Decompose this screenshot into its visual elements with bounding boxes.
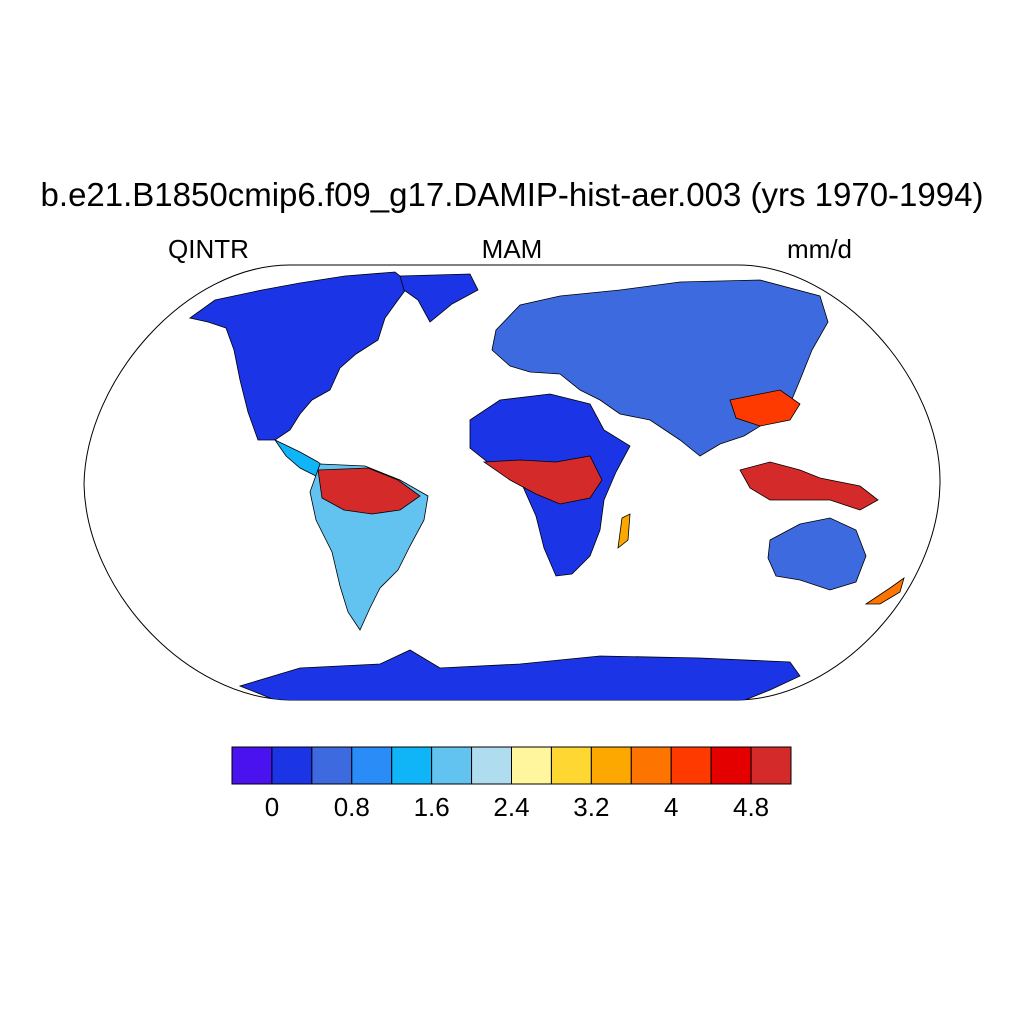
colorbar-bin: [750, 746, 792, 785]
colorbar-bin: [391, 746, 433, 785]
colorbar-bin: [471, 746, 513, 785]
colorbar-bin: [431, 746, 473, 785]
colorbar-tick-label: 0: [264, 792, 280, 822]
colorbar-bin: [630, 746, 672, 785]
colorbar-tick-label: 0.8: [333, 792, 370, 822]
colorbar-bin: [511, 746, 552, 785]
colorbar-bin: [550, 746, 592, 785]
colorbar-bin: [271, 746, 313, 785]
land-antarctica: [238, 649, 801, 700]
units-label: mm/d: [787, 234, 852, 264]
land-north-america: [189, 271, 411, 441]
season-label: MAM: [481, 234, 543, 264]
colorbar-bin: [670, 746, 712, 785]
land-madagascar: [617, 513, 631, 549]
colorbar-bin: [231, 746, 273, 785]
region-south-china: [729, 389, 801, 427]
land-new-zealand: [864, 577, 905, 605]
colorbar-tick-label: 1.6: [413, 792, 450, 822]
plot-title: b.e21.B1850cmip6.f09_g17.DAMIP-hist-aer.…: [40, 176, 984, 213]
colorbar-bin: [710, 746, 752, 785]
region-central-africa: [482, 455, 603, 505]
region-amazon: [317, 467, 421, 515]
colorbar-tick-label: 3.2: [573, 792, 610, 822]
land-australia: [767, 517, 867, 591]
colorbar-bin: [590, 746, 632, 785]
colorbar-bin: [351, 746, 393, 785]
variable-label: QINTR: [168, 234, 249, 264]
colorbar-tick-label: 4: [663, 792, 679, 822]
region-maritime-continent: [739, 461, 879, 511]
colorbar-bin: [311, 746, 353, 785]
land-greenland: [399, 273, 479, 323]
colorbar-tick-label: 4.8: [732, 792, 770, 822]
colorbar-tick-label: 2.4: [493, 792, 530, 822]
